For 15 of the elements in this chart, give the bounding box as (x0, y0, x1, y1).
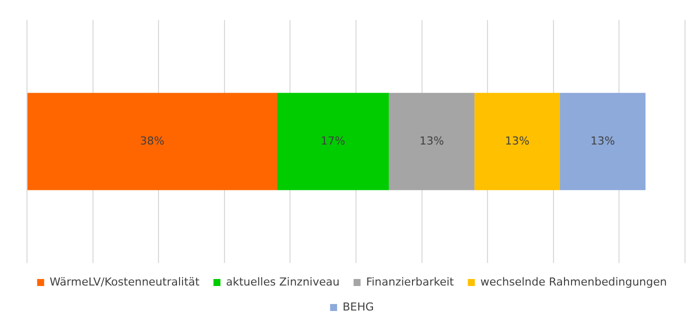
bar (388, 92, 474, 190)
data-label: 38% (140, 134, 164, 148)
bar (28, 92, 278, 190)
legend-label: WärmeLV/Kostenneutralität (50, 275, 200, 288)
data-label: 17% (320, 134, 346, 148)
data-label: 13% (504, 134, 530, 148)
legend-label: Finanzierbarkeit (366, 275, 455, 288)
data-label: 13% (419, 134, 444, 148)
legend-label: BEHG (342, 300, 374, 314)
bar (277, 92, 389, 190)
data-label: 13% (590, 134, 615, 148)
bar (474, 92, 560, 190)
bar (560, 92, 646, 190)
legend-label: wechselnde Rahmenbedingungen (480, 275, 667, 288)
legend-label: aktuelles Zinzniveau (226, 275, 340, 288)
